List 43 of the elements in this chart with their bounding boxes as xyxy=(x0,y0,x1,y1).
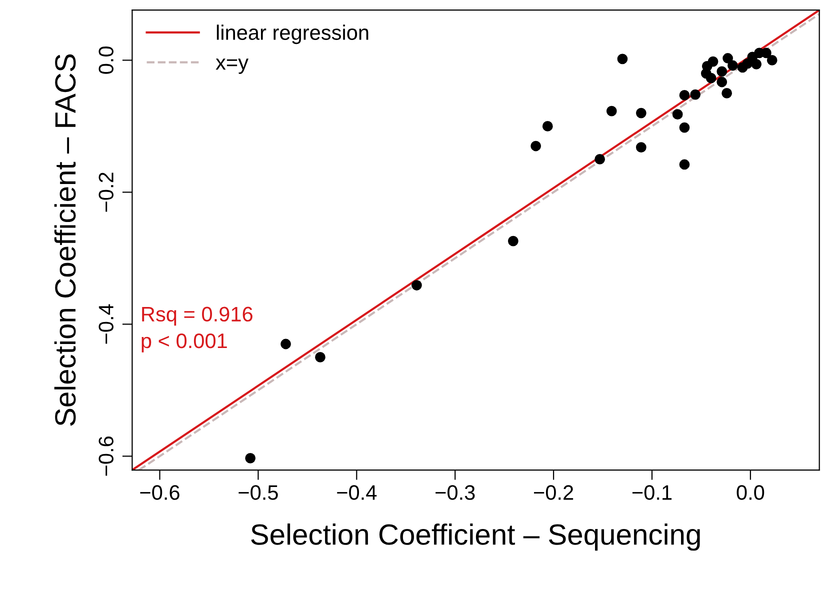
point xyxy=(672,109,683,120)
point xyxy=(716,66,728,77)
annotation: p < 0.001 xyxy=(142,333,227,352)
point xyxy=(761,48,772,58)
point xyxy=(722,53,733,64)
point xyxy=(636,108,646,118)
point xyxy=(690,89,701,100)
point xyxy=(280,338,291,350)
point xyxy=(728,60,738,71)
point xyxy=(706,72,716,84)
point xyxy=(679,122,690,133)
x-tick-label: −0.5 xyxy=(238,485,278,500)
legend-label: x=y xyxy=(216,58,248,74)
y-tick-label: −0.6 xyxy=(98,436,114,476)
point xyxy=(722,88,732,98)
point xyxy=(766,55,778,66)
x-tick-label: 0.0 xyxy=(736,485,764,500)
x-tick-label: −0.1 xyxy=(632,485,672,500)
point xyxy=(530,140,542,152)
point xyxy=(636,142,646,153)
y-tick-label: −0.4 xyxy=(98,304,114,344)
x-tick-label: −0.3 xyxy=(436,485,475,500)
point xyxy=(679,90,690,100)
x-tick-label: −0.2 xyxy=(534,485,574,500)
point xyxy=(679,159,690,170)
point xyxy=(594,154,606,164)
x-tick-label: −0.4 xyxy=(337,485,377,500)
legend-label: linear regression xyxy=(216,24,368,44)
point xyxy=(508,236,518,246)
point xyxy=(617,54,628,64)
point xyxy=(606,106,617,116)
point xyxy=(542,121,553,132)
x-axis-title: Selection Coefficient – Sequencing xyxy=(251,523,700,551)
point xyxy=(245,452,256,464)
annotation: Rsq = 0.916 xyxy=(142,306,252,326)
point xyxy=(315,352,326,362)
y-tick-label: 0.0 xyxy=(98,46,114,74)
y-tick-label: −0.2 xyxy=(98,172,114,212)
point xyxy=(716,76,728,88)
x-tick-label: −0.6 xyxy=(140,485,180,500)
point xyxy=(412,280,422,290)
y-axis-title: Selection Coefficient – FACS xyxy=(54,54,76,426)
point xyxy=(708,56,718,67)
